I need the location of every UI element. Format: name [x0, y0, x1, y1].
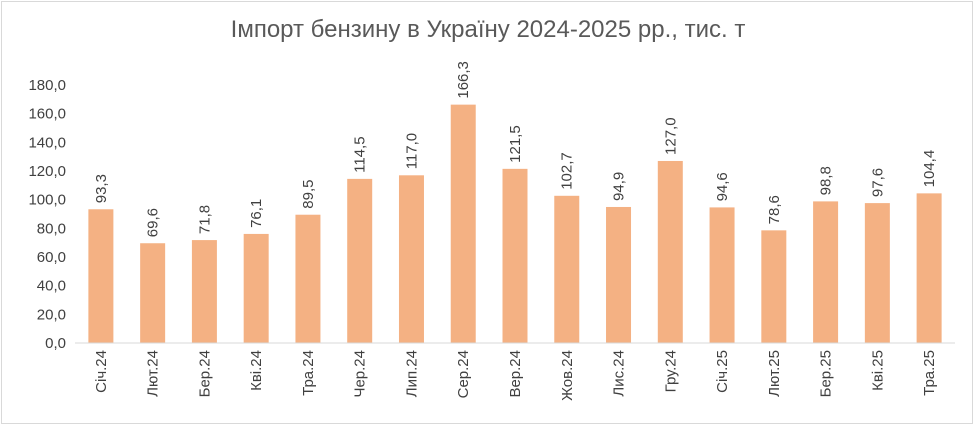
category-label: Січ.24: [93, 350, 110, 393]
category-label: Лют.25: [766, 350, 783, 397]
y-tick-label: 20,0: [37, 306, 66, 323]
category-label: Вер.24: [507, 350, 524, 398]
category-label: Лис.24: [611, 350, 628, 397]
data-label: 71,8: [196, 205, 213, 234]
y-tick-label: 160,0: [28, 106, 66, 123]
y-axis: 0,0 20,0 40,0 60,0 80,0 100,0 120,0 140,0 160,0 1…: [28, 77, 66, 352]
data-label: 114,5: [352, 136, 369, 172]
y-tick-label: 140,0: [28, 134, 66, 151]
data-label: 94,6: [714, 172, 731, 201]
bar: [88, 209, 114, 343]
data-label: 117,0: [403, 133, 420, 169]
category-label: Жов.24: [559, 350, 576, 401]
data-label: 69,6: [145, 208, 162, 237]
data-label: 121,5: [507, 125, 524, 163]
category-label: Гру.24: [662, 350, 679, 392]
bars: 93,3 69,6 71,8 76,1 89,5 114,5 117,0 166,3 121,5…: [88, 61, 942, 344]
y-tick-label: 100,0: [28, 192, 66, 209]
category-label: Тра.24: [300, 350, 317, 396]
bar: [916, 193, 942, 343]
y-tick-label: 120,0: [28, 163, 66, 180]
bar: [191, 240, 217, 343]
category-label: Сер.24: [455, 350, 472, 398]
category-label: Січ.25: [714, 350, 731, 393]
category-label: Кві.24: [248, 350, 265, 391]
data-label: 102,7: [559, 152, 576, 190]
bar: [502, 168, 528, 343]
bar: [450, 104, 476, 344]
x-axis: Січ.24 Лют.24 Бер.24 Кві.24 Тра.24 Чер.24 Лип.…: [75, 342, 955, 401]
bar: [347, 178, 373, 343]
bar: [243, 233, 269, 343]
category-label: Лют.24: [145, 350, 162, 397]
bar: [398, 175, 424, 343]
bar: [140, 243, 166, 343]
category-label: Тра.25: [921, 350, 938, 396]
bar: [657, 160, 683, 343]
category-label: Бер.25: [818, 350, 835, 397]
bar: [761, 230, 787, 343]
data-label: 127,0: [662, 117, 679, 155]
chart-title: Імпорт бензину в Україну 2024-2025 рр., …: [230, 16, 746, 43]
data-label: 94,9: [611, 172, 628, 201]
data-label: 104,4: [921, 150, 938, 188]
y-tick-label: 0,0: [45, 335, 66, 352]
y-tick-label: 80,0: [37, 220, 66, 237]
data-label: 89,5: [300, 180, 317, 209]
bar: [813, 201, 839, 343]
data-label: 97,6: [869, 168, 886, 197]
data-label: 93,3: [93, 174, 110, 203]
category-label: Кві.25: [869, 350, 886, 391]
category-label: Лип.24: [403, 350, 420, 397]
y-tick-label: 60,0: [37, 249, 66, 266]
data-label: 78,6: [766, 195, 783, 224]
y-tick-label: 40,0: [37, 278, 66, 295]
category-label: Бер.24: [196, 350, 213, 397]
category-label: Чер.24: [352, 350, 369, 398]
bar: [606, 206, 632, 343]
bar: [554, 195, 580, 343]
bar: [295, 214, 321, 343]
data-label: 76,1: [248, 199, 265, 228]
bar: [709, 207, 735, 343]
bar: [864, 203, 890, 343]
y-tick-label: 180,0: [28, 77, 66, 94]
data-label: 98,8: [818, 166, 835, 195]
data-label: 166,3: [455, 61, 472, 99]
